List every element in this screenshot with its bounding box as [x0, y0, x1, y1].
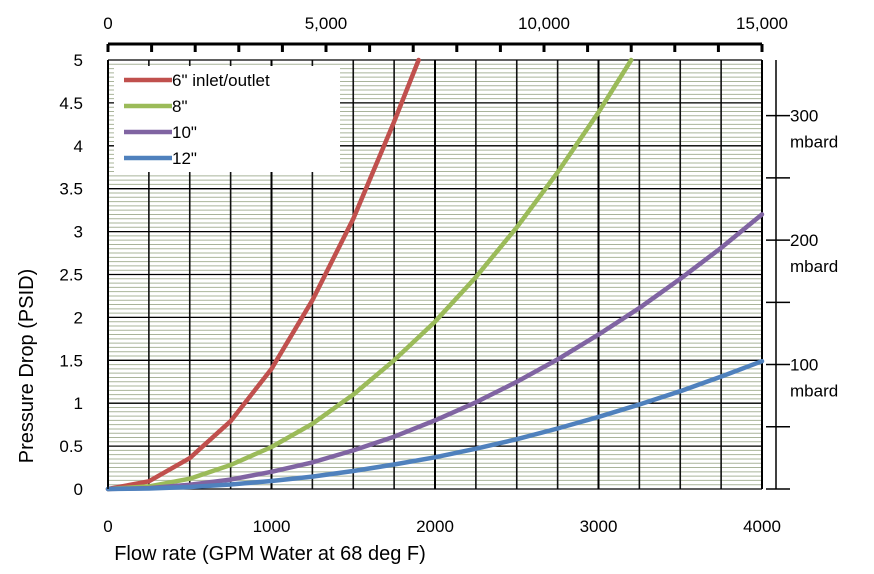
x-tick-label: 1000: [253, 517, 291, 536]
right-tick-label: 100: [790, 356, 818, 375]
right-tick-unit: mbard: [790, 133, 838, 152]
legend-label-1: 8": [172, 97, 188, 116]
y-tick-label: 1: [74, 394, 83, 413]
top-tick-label: 0: [103, 14, 112, 33]
y-tick-label: 5: [74, 51, 83, 70]
y-tick-label: 3: [74, 223, 83, 242]
legend-box: [114, 66, 340, 172]
y-tick-label: 2.5: [59, 266, 83, 285]
x-axis-title: Flow rate (GPM Water at 68 deg F): [114, 543, 426, 565]
right-tick-label: 200: [790, 231, 818, 250]
right-tick-unit: mbard: [790, 257, 838, 276]
y-tick-label: 3.5: [59, 180, 83, 199]
x-tick-label: 4000: [743, 517, 781, 536]
series-line-2: [105, 212, 765, 492]
x-tick-label: 0: [103, 517, 112, 536]
right-tick-label: 300: [790, 107, 818, 126]
top-tick-label: 10,000: [518, 14, 570, 33]
y-tick-label: 0: [74, 480, 83, 499]
y-tick-label: 0.5: [59, 437, 83, 456]
top-tick-label: 15,000: [736, 14, 788, 33]
legend-label-3: 12": [172, 149, 197, 168]
series-line-3: [105, 358, 765, 492]
legend-label-0: 6" inlet/outlet: [172, 71, 270, 90]
series-line-1: [105, 57, 634, 492]
y-tick-label: 4.5: [59, 94, 83, 113]
y-tick-label: 4: [74, 137, 83, 156]
series-line-0: [105, 57, 421, 492]
y-axis-title: Pressure Drop (PSID): [16, 269, 38, 464]
y-tick-label: 1.5: [59, 351, 83, 370]
x-tick-label: 3000: [580, 517, 618, 536]
right-tick-unit: mbard: [790, 382, 838, 401]
x-tick-label: 2000: [416, 517, 454, 536]
y-tick-label: 2: [74, 308, 83, 327]
legend-label-2: 10": [172, 123, 197, 142]
top-tick-label: 5,000: [305, 14, 348, 33]
